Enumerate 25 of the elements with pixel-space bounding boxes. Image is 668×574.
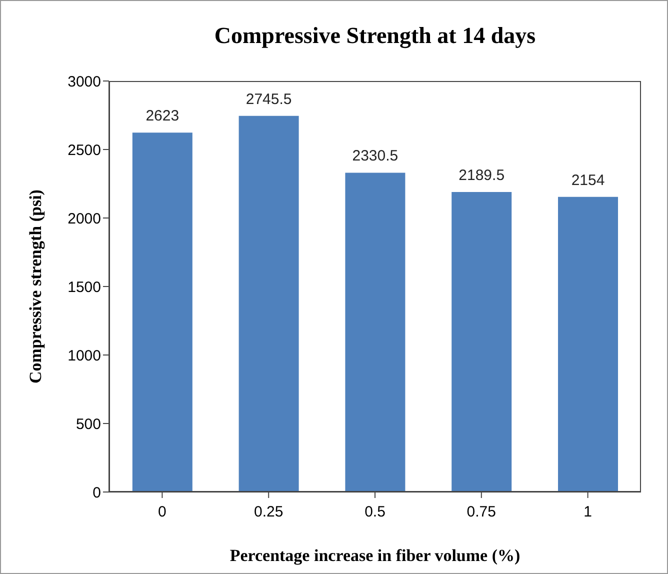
y-tick-label: 0 bbox=[92, 484, 101, 502]
data-label: 2623 bbox=[146, 108, 180, 125]
x-axis-title: Percentage increase in fiber volume (%) bbox=[230, 546, 520, 565]
bar bbox=[238, 116, 299, 492]
y-tick-label: 3000 bbox=[68, 73, 101, 90]
bar bbox=[558, 196, 618, 492]
y-tick-label: 2000 bbox=[68, 210, 101, 228]
data-label: 2154 bbox=[571, 172, 605, 189]
bar bbox=[452, 192, 512, 492]
bar bbox=[132, 132, 192, 492]
x-tick-label: 0.75 bbox=[466, 504, 496, 521]
data-label: 2189.5 bbox=[458, 167, 505, 184]
x-tick-label: 0.25 bbox=[254, 504, 284, 521]
data-label: 2745.5 bbox=[246, 90, 292, 108]
x-tick-label: 0.5 bbox=[364, 504, 386, 521]
y-tick-label: 2500 bbox=[68, 142, 101, 159]
y-tick-label: 500 bbox=[76, 416, 101, 433]
bar bbox=[345, 172, 406, 492]
chart-title: Compressive Strength at 14 days bbox=[213, 23, 537, 49]
y-axis-title: Compressive strength (psi) bbox=[26, 190, 46, 384]
data-label: 2330.5 bbox=[352, 148, 398, 165]
x-tick-label: 0 bbox=[158, 504, 166, 521]
y-tick-label: 1500 bbox=[68, 278, 101, 296]
y-tick-label: 1000 bbox=[68, 347, 101, 364]
x-tick-label: 1 bbox=[584, 504, 592, 521]
